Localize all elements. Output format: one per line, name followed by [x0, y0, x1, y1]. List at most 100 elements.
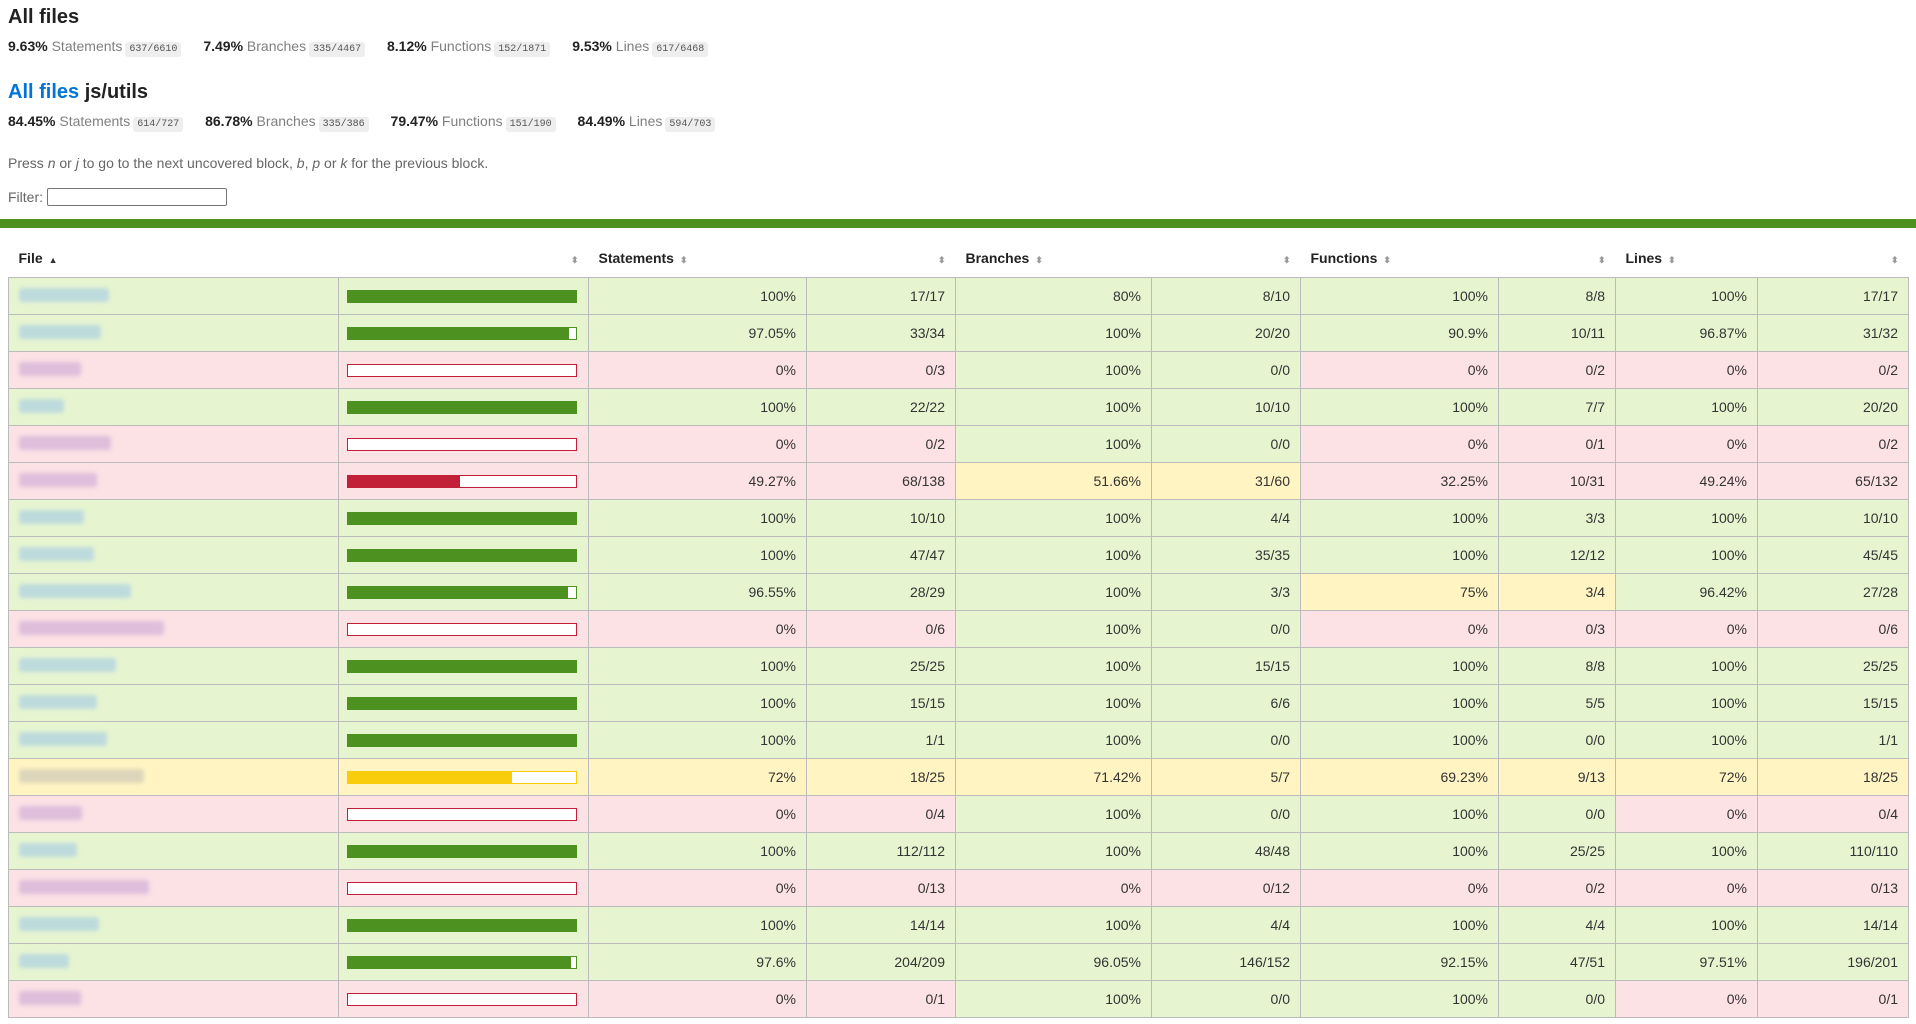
redacted-file-name[interactable] [19, 879, 149, 894]
redacted-file-name[interactable] [19, 435, 111, 450]
lines-fraction: 45/45 [1757, 536, 1909, 574]
functions-fraction-header[interactable]: ⬍ [1498, 239, 1616, 278]
statements-fraction: 0/4 [806, 795, 956, 833]
file-name-cell[interactable] [8, 425, 339, 463]
file-name-cell[interactable] [8, 721, 339, 759]
file-name-cell[interactable] [8, 573, 339, 611]
redacted-file-name[interactable] [19, 916, 99, 931]
redacted-file-name[interactable] [19, 694, 97, 709]
branches-fraction: 31/60 [1151, 462, 1301, 500]
file-name-cell[interactable] [8, 758, 339, 796]
statements-pct: 100% [588, 277, 807, 315]
file-name-cell[interactable] [8, 536, 339, 574]
coverage-bar [347, 659, 577, 673]
redacted-file-name[interactable] [19, 731, 107, 746]
statements-pct: 100% [588, 499, 807, 537]
file-name-cell[interactable] [8, 980, 339, 1018]
coverage-bar-cell [338, 647, 589, 685]
table-row: 100% 1/1 100% 0/0 100% 0/0 100% 1/1 [8, 721, 1909, 759]
coverage-table: File ▲ ⬍ Statements ⬍ ⬍ Branches ⬍ ⬍ Functi… [8, 239, 1909, 1018]
lines-column-header[interactable]: Lines ⬍ [1615, 239, 1758, 278]
file-column-header[interactable]: File ▲ [8, 239, 339, 278]
branches-fraction: 3/3 [1151, 573, 1301, 611]
coverage-bar-cell [338, 277, 589, 315]
coverage-bar-fill [348, 549, 576, 561]
statements-pct: 100% [588, 906, 807, 944]
coverage-bar-cell [338, 869, 589, 907]
statements-fraction-header[interactable]: ⬍ [806, 239, 956, 278]
coverage-bar-fill [348, 586, 569, 598]
statements-pct: 100% [588, 832, 807, 870]
lines-pct: 100% [1615, 721, 1758, 759]
file-name-cell[interactable] [8, 832, 339, 870]
redacted-file-name[interactable] [19, 509, 84, 524]
coverage-bar-cell [338, 499, 589, 537]
redacted-file-name[interactable] [19, 583, 131, 598]
branches-column-header[interactable]: Branches ⬍ [955, 239, 1152, 278]
redacted-file-name[interactable] [19, 657, 116, 672]
branches-fraction: 146/152 [1151, 943, 1301, 981]
redacted-file-name[interactable] [19, 768, 144, 783]
redacted-file-name[interactable] [19, 805, 82, 820]
file-name-cell[interactable] [8, 943, 339, 981]
bar-column-header[interactable]: ⬍ [338, 239, 589, 278]
file-name-cell[interactable] [8, 869, 339, 907]
coverage-bar [347, 733, 577, 747]
file-name-cell[interactable] [8, 351, 339, 389]
functions-fraction: 8/8 [1498, 647, 1616, 685]
redacted-file-name[interactable] [19, 361, 81, 376]
branches-fraction: 4/4 [1151, 499, 1301, 537]
file-name-cell[interactable] [8, 388, 339, 426]
file-name-cell[interactable] [8, 499, 339, 537]
coverage-bar [347, 696, 577, 710]
branches-pct: 100% [955, 721, 1152, 759]
file-name-cell[interactable] [8, 906, 339, 944]
redacted-file-name[interactable] [19, 620, 164, 635]
coverage-bar [347, 992, 577, 1006]
functions-pct: 92.15% [1300, 943, 1499, 981]
statements-column-header[interactable]: Statements ⬍ [588, 239, 807, 278]
redacted-file-name[interactable] [19, 324, 101, 339]
sort-icon: ⬍ [937, 255, 946, 265]
lines-pct: 100% [1615, 388, 1758, 426]
redacted-file-name[interactable] [19, 990, 81, 1005]
redacted-file-name[interactable] [19, 472, 97, 487]
lines-pct: 100% [1615, 832, 1758, 870]
coverage-bar [347, 585, 577, 599]
branches-fraction: 10/10 [1151, 388, 1301, 426]
functions-column-header[interactable]: Functions ⬍ [1300, 239, 1499, 278]
file-name-cell[interactable] [8, 610, 339, 648]
lines-fraction: 0/2 [1757, 351, 1909, 389]
dir-summary: 84.45% Statements 614/727 86.78% Branches… [8, 109, 1908, 133]
breadcrumb-all-files-link[interactable]: All files [8, 81, 80, 103]
filter-input[interactable] [47, 188, 227, 206]
file-name-cell[interactable] [8, 647, 339, 685]
branches-pct: 96.05% [955, 943, 1152, 981]
root-branches-summary: 7.49% Branches 335/4467 [203, 34, 366, 62]
file-name-cell[interactable] [8, 462, 339, 500]
dir-statements-summary: 84.45% Statements 614/727 [8, 109, 184, 137]
functions-pct: 0% [1300, 869, 1499, 907]
file-name-cell[interactable] [8, 314, 339, 352]
coverage-bar [347, 548, 577, 562]
sort-icon: ⬍ [1035, 255, 1043, 265]
table-row: 100% 22/22 100% 10/10 100% 7/7 100% 20/20 [8, 388, 1909, 426]
lines-fraction: 31/32 [1757, 314, 1909, 352]
file-name-cell[interactable] [8, 684, 339, 722]
statements-fraction: 25/25 [806, 647, 956, 685]
redacted-file-name[interactable] [19, 953, 69, 968]
file-name-cell[interactable] [8, 277, 339, 315]
redacted-file-name[interactable] [19, 546, 94, 561]
table-row: 100% 10/10 100% 4/4 100% 3/3 100% 10/10 [8, 499, 1909, 537]
lines-fraction: 0/4 [1757, 795, 1909, 833]
statements-pct: 100% [588, 536, 807, 574]
branches-fraction: 5/7 [1151, 758, 1301, 796]
statements-pct: 100% [588, 684, 807, 722]
lines-fraction-header[interactable]: ⬍ [1757, 239, 1909, 278]
branches-fraction-header[interactable]: ⬍ [1151, 239, 1301, 278]
redacted-file-name[interactable] [19, 398, 64, 413]
redacted-file-name[interactable] [19, 287, 109, 302]
redacted-file-name[interactable] [19, 842, 77, 857]
statements-fraction: 18/25 [806, 758, 956, 796]
file-name-cell[interactable] [8, 795, 339, 833]
